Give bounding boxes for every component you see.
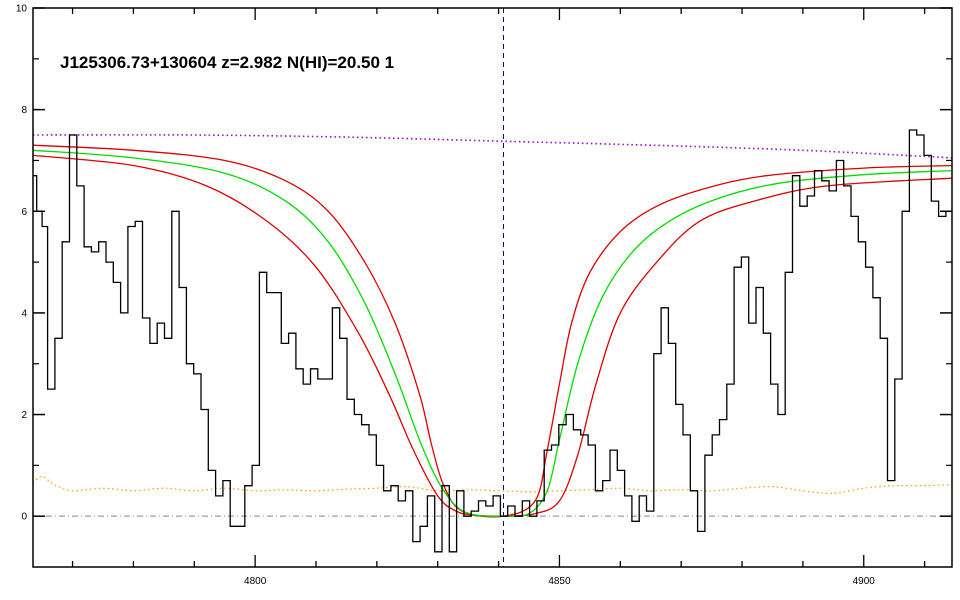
series-continuum-line bbox=[33, 134, 952, 159]
y-tick-label: 4 bbox=[21, 308, 27, 319]
y-tick-label: 2 bbox=[21, 410, 27, 421]
series-error-line bbox=[33, 475, 952, 494]
plot-frame bbox=[32, 7, 953, 568]
plot-marks-layer bbox=[33, 8, 952, 567]
chart-title: J125306.73+130604 z=2.982 N(HI)=20.50 1 bbox=[60, 53, 394, 72]
y-tick-label: 8 bbox=[21, 105, 27, 116]
x-tick-label: 4900 bbox=[853, 576, 876, 587]
series-flux-line bbox=[33, 129, 952, 553]
y-tick-label: 10 bbox=[16, 4, 28, 15]
y-tick-label: 6 bbox=[21, 207, 27, 218]
axes-layer: 0 2 4 6 8 10 4800 4850 4900 bbox=[16, 4, 953, 587]
y-tick-label: 0 bbox=[21, 512, 27, 523]
x-tick-label: 4850 bbox=[548, 576, 571, 587]
x-tick-label: 4800 bbox=[244, 576, 267, 587]
